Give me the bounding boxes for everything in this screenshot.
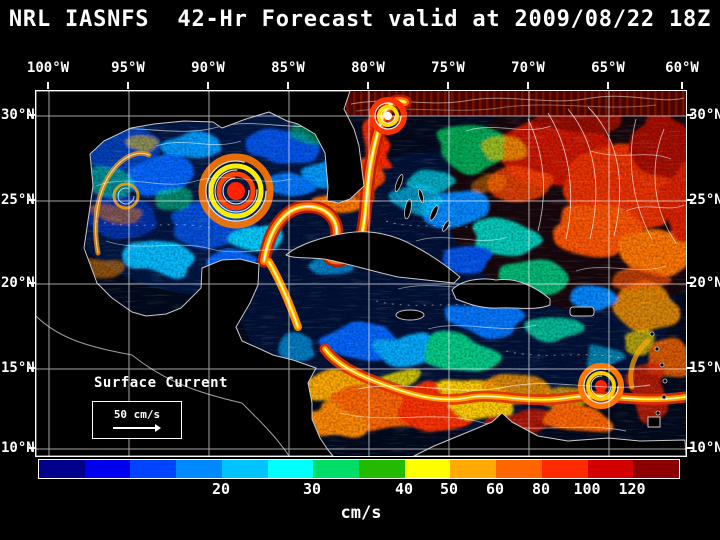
axis-tick <box>686 447 693 449</box>
lon-label-80w: 80°W <box>351 60 385 76</box>
axis-tick <box>686 114 693 116</box>
axis-tick <box>686 367 693 369</box>
lon-label-100w: 100°W <box>26 60 70 76</box>
colorbar-segment <box>359 460 405 478</box>
lat-label-right-20n: 20°N <box>689 275 720 291</box>
colorbar-segment <box>587 460 634 478</box>
lat-label-left-25n: 25°N <box>1 192 35 208</box>
landmass-south-america <box>413 412 686 456</box>
landmass-cuba <box>285 231 461 284</box>
grid-lines <box>36 91 686 456</box>
colorbar-segment <box>450 460 497 478</box>
scale-arrow-icon <box>113 424 161 432</box>
colorbar-tick-50: 50 <box>439 480 459 498</box>
colorbar-segment <box>84 460 131 478</box>
lon-label-65w: 65°W <box>591 60 625 76</box>
west-gulf-eddy <box>112 182 140 210</box>
landmass-north-central-america <box>36 91 365 456</box>
axis-tick <box>367 82 369 89</box>
lon-label-60w: 60°W <box>665 60 699 76</box>
surface-current-map <box>36 91 686 456</box>
colorbar-segment <box>496 460 542 478</box>
plot-title: NRL IASNFS 42-Hr Forecast valid at 2009/… <box>8 7 712 32</box>
axis-tick <box>29 367 36 369</box>
colorbar-tick-40: 40 <box>394 480 414 498</box>
colorbar <box>38 459 680 479</box>
lon-label-75w: 75°W <box>431 60 465 76</box>
colorbar-tick-120: 120 <box>618 480 646 498</box>
colorbar-tick-80: 80 <box>531 480 551 498</box>
lon-label-85w: 85°W <box>271 60 305 76</box>
axis-tick <box>29 447 36 449</box>
landmass-trinidad <box>647 416 661 428</box>
eddies <box>112 97 624 409</box>
axis-tick <box>29 282 36 284</box>
colorbar-tick-20: 20 <box>211 480 231 498</box>
colorbar-segment <box>267 460 314 478</box>
landmass-jamaica <box>395 309 425 321</box>
lat-label-right-10n: 10°N <box>689 440 720 456</box>
colorbar-segment <box>404 460 451 478</box>
map-frame: Surface Current 50 cm/s <box>35 90 687 457</box>
surface-current-label: Surface Current <box>94 375 228 391</box>
colorbar-segment <box>176 460 222 478</box>
axis-tick <box>686 282 693 284</box>
lon-label-95w: 95°W <box>111 60 145 76</box>
axis-tick <box>47 82 49 89</box>
colorbar-segment <box>39 460 85 478</box>
current-scale-box: 50 cm/s <box>92 401 182 439</box>
colorbar-segment <box>541 460 588 478</box>
pacific-coastline <box>36 315 290 456</box>
landmass-hispaniola <box>451 278 551 309</box>
lat-label-left-10n: 10°N <box>1 440 35 456</box>
colorbar-tick-100: 100 <box>573 480 601 498</box>
axis-tick <box>29 114 36 116</box>
colorbar-segment <box>633 460 680 478</box>
lat-label-right-15n: 15°N <box>689 360 720 376</box>
axis-tick <box>686 199 693 201</box>
colorbar-segment <box>313 460 360 478</box>
axis-tick <box>207 82 209 89</box>
axis-tick <box>127 82 129 89</box>
axis-tick <box>607 82 609 89</box>
axis-tick <box>447 82 449 89</box>
scale-label: 50 cm/s <box>113 408 161 421</box>
colorbar-segment <box>130 460 177 478</box>
lat-label-left-15n: 15°N <box>1 360 35 376</box>
lat-label-left-30n: 30°N <box>1 107 35 123</box>
lat-label-right-30n: 30°N <box>689 107 720 123</box>
axis-tick <box>287 82 289 89</box>
lat-label-left-20n: 20°N <box>1 275 35 291</box>
colorbar-tick-30: 30 <box>302 480 322 498</box>
axis-tick <box>29 199 36 201</box>
lon-label-90w: 90°W <box>191 60 225 76</box>
streamlines <box>90 106 685 432</box>
axis-tick <box>527 82 529 89</box>
colorbar-unit: cm/s <box>340 503 382 523</box>
lon-label-70w: 70°W <box>511 60 545 76</box>
colorbar-segment <box>221 460 268 478</box>
gulf-ring-eddy <box>198 153 274 229</box>
landmasses <box>36 91 686 456</box>
axis-tick <box>681 82 683 89</box>
landmass-puerto-rico <box>569 306 595 317</box>
colorbar-tick-60: 60 <box>485 480 505 498</box>
lat-label-right-25n: 25°N <box>689 192 720 208</box>
